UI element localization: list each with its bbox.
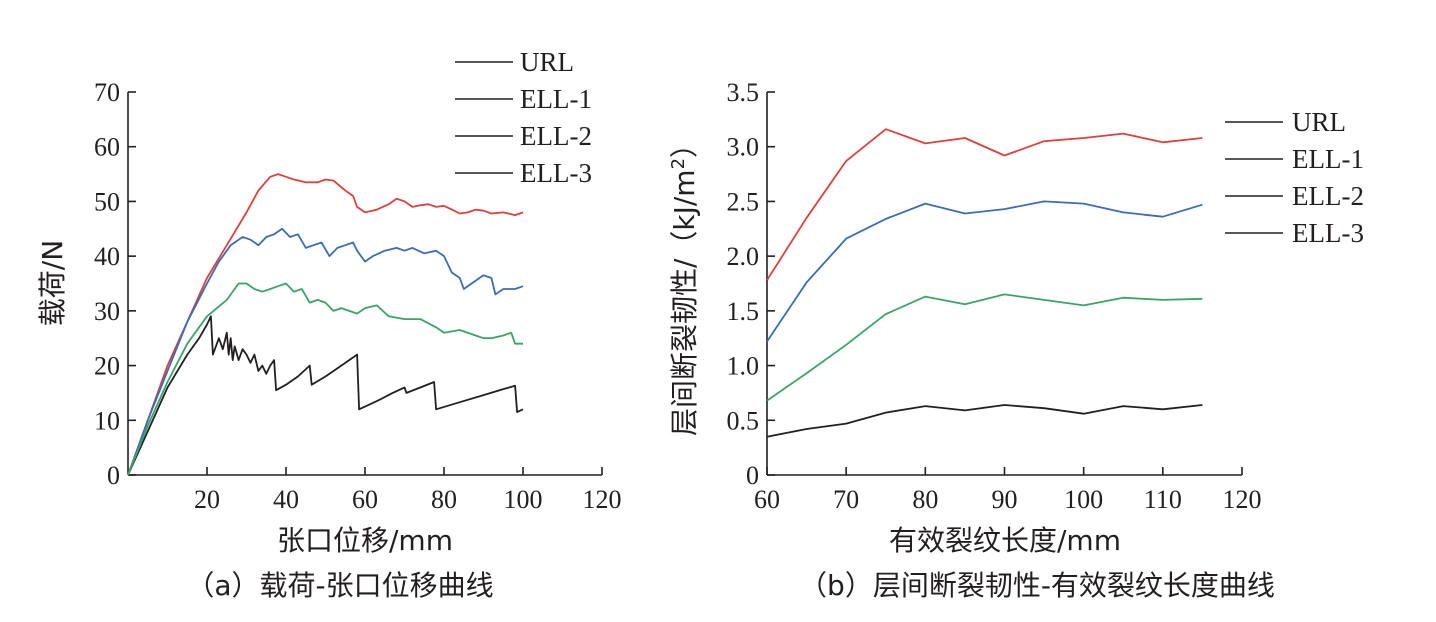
x-tick-label: 90 <box>992 485 1018 514</box>
series-line-ell-2 <box>127 227 524 476</box>
y-tick-label: 30 <box>94 297 120 326</box>
x-tick-label: 40 <box>273 485 299 514</box>
y-tick-label: 3.5 <box>727 78 760 107</box>
y-tick-label: 0 <box>746 461 759 490</box>
legend-label-ell-3: ELL-3 <box>1292 218 1364 248</box>
legend-label-ell-3: ELL-3 <box>520 158 592 188</box>
series-line-ell-1 <box>127 173 524 476</box>
legend-label-url: URL <box>1292 107 1346 137</box>
panel-caption: （a）载荷-张口位移曲线 <box>186 569 493 602</box>
legend-label-url: URL <box>520 47 574 77</box>
y-tick-label: 0 <box>107 461 120 490</box>
y-tick-label: 70 <box>94 78 120 107</box>
series-line-ell-3 <box>766 293 1203 402</box>
x-tick-label: 60 <box>352 485 378 514</box>
y-tick-label: 2.0 <box>727 242 760 271</box>
y-tick-label: 3.0 <box>727 133 760 162</box>
y-axis-title-end: ） <box>668 130 701 158</box>
x-axis-title: 有效裂纹长度/mm <box>889 524 1121 557</box>
y-axis-title: 层间断裂韧性/（kJ/m2） <box>668 130 702 436</box>
x-tick-label: 80 <box>431 485 457 514</box>
legend: URL ELL-1 ELL-2 ELL-3 <box>455 47 592 188</box>
y-axis-title: 载荷/N <box>36 240 69 326</box>
x-tick-label: 110 <box>1144 485 1182 514</box>
y-tick-label: 2.5 <box>727 187 760 216</box>
legend-label-ell-2: ELL-2 <box>1292 181 1364 211</box>
series-line-ell-1 <box>766 128 1203 281</box>
x-tick-label: 80 <box>912 485 938 514</box>
x-tick-label: 70 <box>833 485 859 514</box>
legend-label-ell-2: ELL-2 <box>520 121 592 151</box>
x-tick-label: 100 <box>504 485 543 514</box>
legend-label-ell-1: ELL-1 <box>520 84 592 114</box>
x-tick-label: 120 <box>1223 485 1262 514</box>
y-tick-label: 10 <box>94 406 120 435</box>
y-axis-title-main: 层间断裂韧性/（kJ/m <box>668 169 701 436</box>
panel-caption: （b）层间断裂韧性-有效裂纹长度曲线 <box>799 569 1275 602</box>
y-tick-label: 50 <box>94 187 120 216</box>
chart-panel-b: 0 0.5 1.0 1.5 2.0 2.5 3.0 3.5 60 70 80 90 100 110 120 有… <box>668 78 1364 602</box>
x-tick-label: 20 <box>194 485 220 514</box>
y-tick-label: 60 <box>94 133 120 162</box>
series-line-ell-2 <box>766 200 1203 343</box>
x-tick-label: 60 <box>754 485 780 514</box>
series-line-ell-3 <box>127 282 523 476</box>
x-tick-label: 100 <box>1064 485 1103 514</box>
y-tick-label: 1.0 <box>727 352 760 381</box>
series-line-url <box>766 404 1203 438</box>
y-tick-label: 1.5 <box>727 297 760 326</box>
x-tick-label: 120 <box>583 485 622 514</box>
x-axis-title: 张口位移/mm <box>277 524 453 557</box>
legend-label-ell-1: ELL-1 <box>1292 144 1364 174</box>
chart-panel-a: 0 10 20 30 40 50 60 70 20 40 60 80 100 120 张口位移/mm 载荷/N… <box>36 47 622 602</box>
y-tick-label: 40 <box>94 242 120 271</box>
y-axis-title-superscript: 2 <box>668 158 689 169</box>
y-tick-label: 0.5 <box>727 406 760 435</box>
series-line-url <box>127 315 524 476</box>
legend: URL ELL-1 ELL-2 ELL-3 <box>1225 107 1364 248</box>
y-tick-label: 20 <box>94 352 120 381</box>
